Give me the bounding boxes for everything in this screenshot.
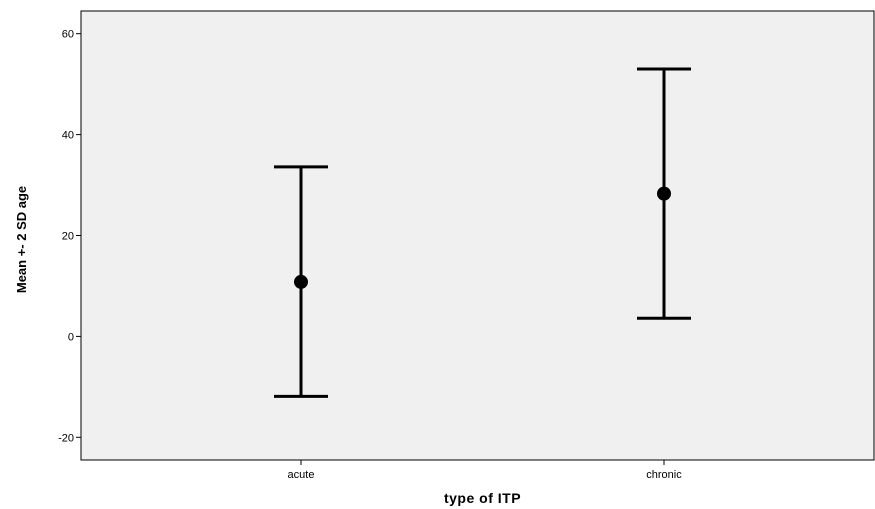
- y-tick-label: 20: [62, 231, 74, 243]
- error-bars: [274, 67, 691, 398]
- y-tick-label: 60: [62, 29, 74, 41]
- mean-point: [657, 186, 671, 201]
- y-tick-label: -20: [58, 432, 74, 444]
- x-tick-label-acute: acute: [288, 469, 315, 481]
- x-axis-title: type of ITP: [444, 490, 521, 506]
- plot-area: [80, 10, 875, 461]
- y-axis: -20 0 20 40 60: [58, 29, 81, 444]
- x-tick-label-chronic: chronic: [646, 469, 682, 481]
- y-tick-label: 0: [68, 331, 74, 343]
- y-tick-label: 40: [62, 130, 74, 142]
- x-axis: acute chronic: [288, 460, 682, 481]
- error-bar-acute: [274, 165, 328, 398]
- y-axis-title: Mean +- 2 SD age: [14, 186, 29, 293]
- mean-point: [294, 274, 308, 289]
- error-bar-chronic: [637, 67, 691, 320]
